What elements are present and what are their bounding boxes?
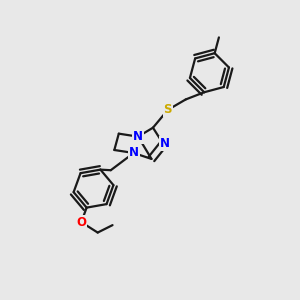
Text: S: S — [164, 103, 172, 116]
Text: N: N — [160, 137, 170, 150]
Text: N: N — [133, 130, 143, 143]
Text: N: N — [129, 146, 139, 160]
Text: O: O — [76, 216, 86, 229]
